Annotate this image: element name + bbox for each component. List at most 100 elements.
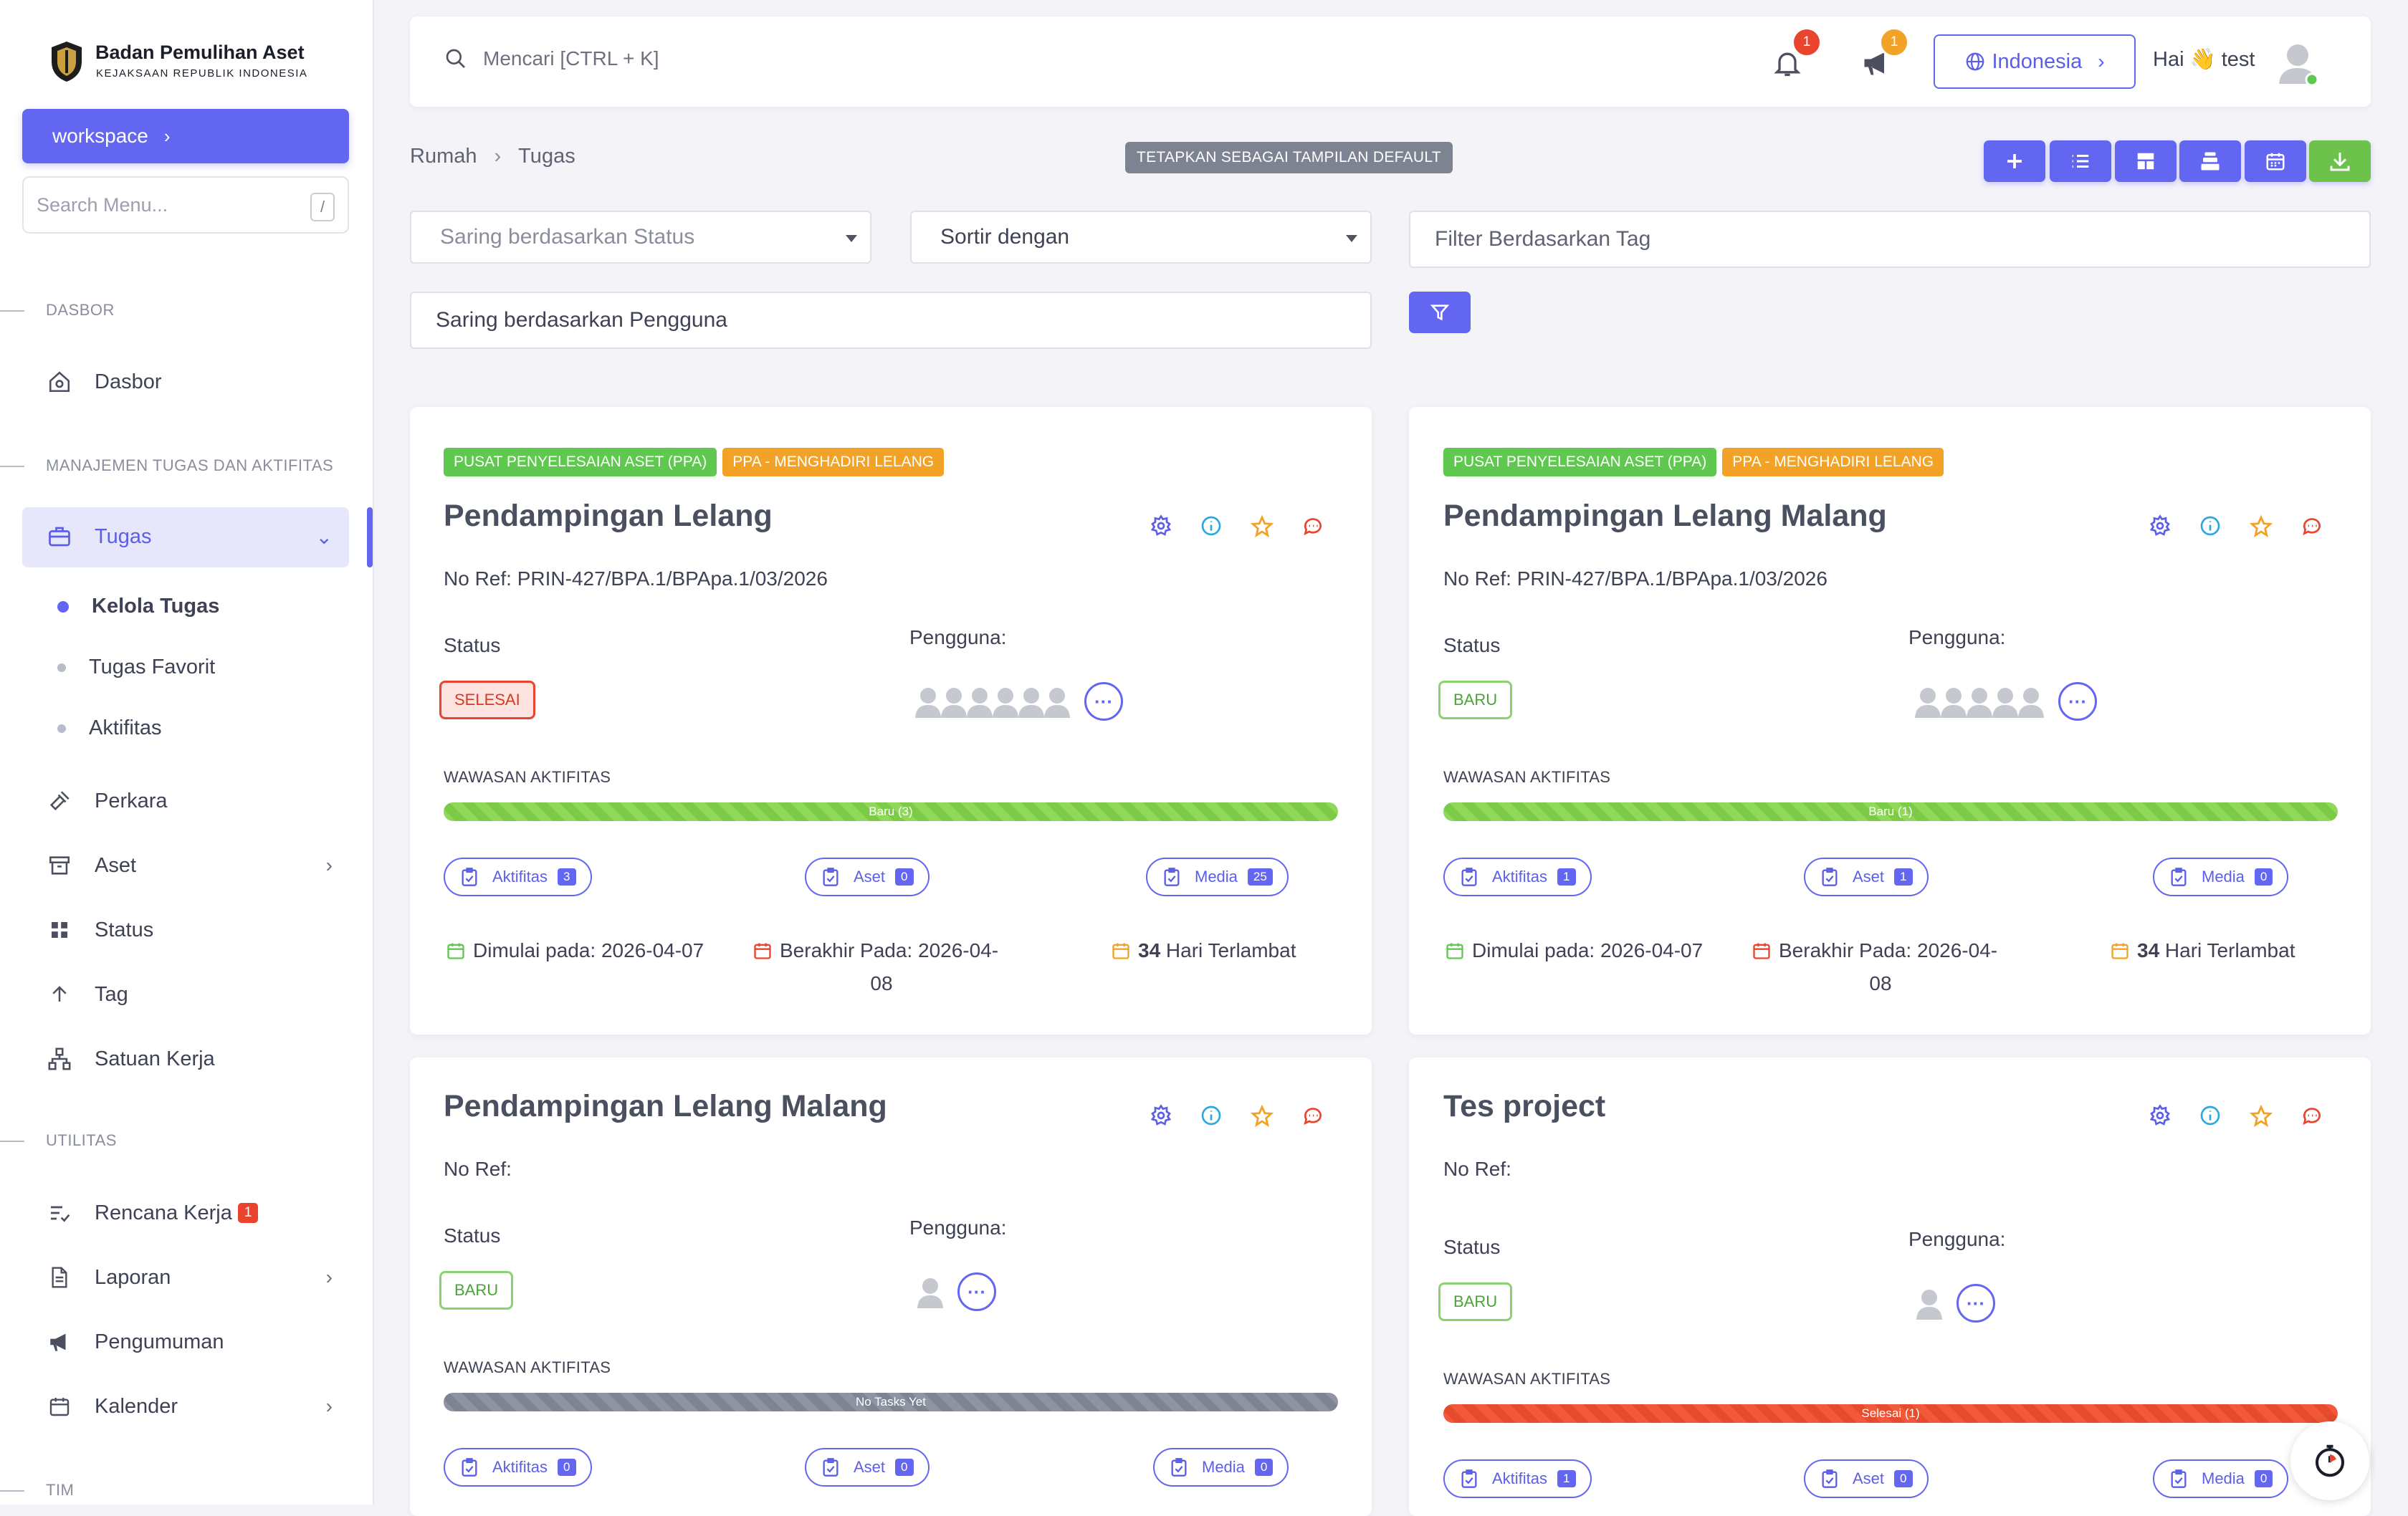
sidebar-item-kalender[interactable]: Kalender › <box>46 1393 333 1420</box>
aktifitas-button[interactable]: Aktifitas 3 <box>444 858 592 896</box>
task-card[interactable] <box>1409 1057 2371 1516</box>
gear-icon[interactable] <box>1150 514 1172 537</box>
user-avatar[interactable] <box>2276 39 2319 87</box>
apply-filter-button[interactable] <box>1409 292 1471 333</box>
sidebar-item-tag[interactable]: Tag <box>46 981 128 1008</box>
sidebar-item-label: Tugas Favorit <box>89 656 216 678</box>
sidebar-item-label: Perkara <box>95 789 168 812</box>
avatar[interactable] <box>1991 685 2020 718</box>
export-button[interactable] <box>2309 140 2371 182</box>
sidebar-item-kelola-tugas[interactable]: Kelola Tugas <box>57 595 219 618</box>
avatar[interactable] <box>940 685 968 718</box>
activity-progress-bar: No Tasks Yet <box>444 1393 1338 1411</box>
set-default-view-button[interactable]: TETAPKAN SEBAGAI TAMPILAN DEFAULT <box>1125 142 1453 173</box>
sidebar-item-tugas-favorit[interactable]: Tugas Favorit <box>57 656 215 679</box>
grid-icon <box>46 916 73 944</box>
task-card[interactable] <box>410 1057 1372 1516</box>
more-users-button[interactable]: ··· <box>1084 682 1123 721</box>
task-card[interactable] <box>1409 407 2371 1035</box>
more-users-button[interactable]: ··· <box>1956 1284 1995 1323</box>
avatar[interactable] <box>1914 685 1942 718</box>
media-button[interactable]: Media 0 <box>2153 1459 2289 1498</box>
logo-icon <box>52 42 82 82</box>
tag-filter-input[interactable]: Filter Berdasarkan Tag <box>1409 211 2371 268</box>
chat-icon[interactable] <box>1301 514 1324 537</box>
aktifitas-label: Aktifitas <box>492 1458 548 1476</box>
sidebar-item-tugas[interactable]: Tugas ⌄ <box>46 523 333 550</box>
aktifitas-count: 0 <box>558 1459 576 1476</box>
aktifitas-button[interactable]: Aktifitas 0 <box>444 1448 592 1487</box>
announcement-button[interactable] <box>1856 43 1896 83</box>
aktifitas-button[interactable]: Aktifitas 1 <box>1443 858 1592 896</box>
media-button[interactable]: Media 0 <box>2153 858 2289 896</box>
avatar[interactable] <box>2017 685 2045 718</box>
gear-icon[interactable] <box>2149 1104 2172 1127</box>
avatar[interactable] <box>965 685 994 718</box>
avatar[interactable] <box>991 685 1020 718</box>
timer-button[interactable] <box>2290 1421 2369 1500</box>
chat-icon[interactable] <box>2300 514 2323 537</box>
avatar[interactable] <box>916 1275 945 1308</box>
aset-button[interactable]: Aset 1 <box>1804 858 1929 896</box>
card-title[interactable]: Pendampingan Lelang Malang <box>1443 499 1887 533</box>
info-icon[interactable] <box>1200 514 1223 537</box>
card-title[interactable]: Pendampingan Lelang Malang <box>444 1089 887 1123</box>
global-search-input[interactable]: Mencari [CTRL + K] <box>444 47 659 70</box>
status-filter-select[interactable]: Saring berdasarkan Status <box>410 211 871 264</box>
info-icon[interactable] <box>2199 1104 2222 1127</box>
sidebar-item-perkara[interactable]: Perkara <box>46 787 168 815</box>
gear-icon[interactable] <box>2149 514 2172 537</box>
star-icon[interactable] <box>2249 514 2273 539</box>
star-icon[interactable] <box>1250 1104 1274 1128</box>
sidebar-item-rencana-kerja[interactable]: Rencana Kerja 1 <box>46 1199 259 1227</box>
board-view-button[interactable] <box>2115 140 2177 182</box>
chat-icon[interactable] <box>2300 1104 2323 1127</box>
media-button[interactable]: Media 25 <box>1146 858 1289 896</box>
sort-select[interactable]: Sortir dengan <box>910 211 1372 264</box>
user-filter-input[interactable]: Saring berdasarkan Pengguna <box>410 292 1372 349</box>
star-icon[interactable] <box>1250 514 1274 539</box>
more-users-button[interactable]: ··· <box>2058 682 2097 721</box>
avatar[interactable] <box>1915 1287 1944 1320</box>
gear-icon[interactable] <box>1150 1104 1172 1127</box>
org-chart-icon <box>46 1045 73 1073</box>
add-button[interactable] <box>1984 140 2045 182</box>
notification-button[interactable] <box>1767 43 1807 83</box>
sidebar-item-aset[interactable]: Aset › <box>46 852 333 879</box>
sidebar-item-dasbor[interactable]: Dasbor <box>46 368 162 395</box>
activity-progress-bar: Baru (3) <box>444 802 1338 821</box>
info-icon[interactable] <box>2199 514 2222 537</box>
menu-search-input[interactable]: Search Menu... / <box>22 176 349 234</box>
aset-button[interactable]: Aset 0 <box>805 858 930 896</box>
chevron-right-icon: › <box>325 1266 333 1288</box>
language-selector[interactable]: Indonesia › <box>1934 34 2136 89</box>
sidebar-item-laporan[interactable]: Laporan › <box>46 1264 333 1291</box>
card-title[interactable]: Tes project <box>1443 1089 1606 1123</box>
chat-icon[interactable] <box>1301 1104 1324 1127</box>
star-icon[interactable] <box>2249 1104 2273 1128</box>
aktifitas-button[interactable]: Aktifitas 1 <box>1443 1459 1592 1498</box>
stack-view-button[interactable] <box>2179 140 2241 182</box>
task-card[interactable] <box>410 407 1372 1035</box>
sidebar-item-status[interactable]: Status <box>46 916 153 944</box>
aset-button[interactable]: Aset 0 <box>1804 1459 1929 1498</box>
late-days: 34 Hari Terlambat <box>2110 934 2295 967</box>
aset-button[interactable]: Aset 0 <box>805 1448 930 1487</box>
card-title[interactable]: Pendampingan Lelang <box>444 499 773 533</box>
sidebar-item-label: Status <box>95 918 154 941</box>
media-button[interactable]: Media 0 <box>1153 1448 1289 1487</box>
avatar[interactable] <box>1043 685 1071 718</box>
workspace-button[interactable]: workspace › <box>22 109 349 163</box>
avatar[interactable] <box>1017 685 1046 718</box>
sidebar-item-aktifitas[interactable]: Aktifitas <box>57 716 162 740</box>
avatar[interactable] <box>914 685 942 718</box>
list-view-button[interactable] <box>2050 140 2111 182</box>
sidebar-item-satuan-kerja[interactable]: Satuan Kerja <box>46 1045 215 1073</box>
sidebar-item-pengumuman[interactable]: Pengumuman <box>46 1328 224 1356</box>
more-users-button[interactable]: ··· <box>957 1272 996 1311</box>
avatar[interactable] <box>1939 685 1968 718</box>
breadcrumb-home[interactable]: Rumah <box>410 145 477 168</box>
avatar[interactable] <box>1965 685 1994 718</box>
calendar-view-button[interactable] <box>2245 140 2306 182</box>
info-icon[interactable] <box>1200 1104 1223 1127</box>
